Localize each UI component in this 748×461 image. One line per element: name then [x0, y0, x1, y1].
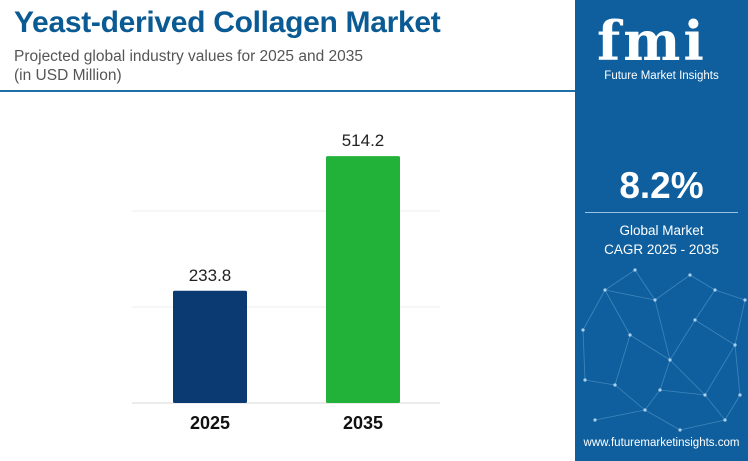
- sidebar-panel: fmi Future Market Insights 8.2% Global M…: [575, 0, 748, 461]
- cagr-label: Global Market CAGR 2025 - 2035: [575, 221, 748, 259]
- subtitle-line-2: (in USD Million): [14, 67, 122, 84]
- x-tick-label-2025: 2025: [190, 413, 230, 433]
- website-link[interactable]: www.futuremarketinsights.com: [583, 437, 740, 449]
- x-tick-label-2035: 2035: [343, 413, 383, 433]
- cagr-divider: [585, 212, 738, 213]
- network-decoration: [581, 268, 747, 432]
- bar-chart: 233.8 2025 514.2 2035: [132, 131, 440, 433]
- title-divider: [0, 90, 575, 92]
- cagr-label-line-1: Global Market: [619, 223, 704, 238]
- fmi-logo-icon: fmi: [597, 9, 707, 73]
- chart-subtitle: Projected global industry values for 202…: [14, 47, 363, 85]
- bar-2035: [326, 156, 400, 403]
- logo-caption: Future Market Insights: [604, 70, 719, 82]
- data-label-2035: 514.2: [342, 131, 385, 150]
- chart-panel: Yeast-derived Collagen Market Projected …: [0, 6, 575, 433]
- cagr-label-line-2: CAGR 2025 - 2035: [604, 242, 719, 257]
- data-label-2025: 233.8: [189, 266, 232, 285]
- chart-title: Yeast-derived Collagen Market: [14, 6, 441, 39]
- subtitle-line-1: Projected global industry values for 202…: [14, 48, 363, 65]
- cagr-value: 8.2%: [619, 165, 704, 206]
- bar-2025: [173, 290, 247, 403]
